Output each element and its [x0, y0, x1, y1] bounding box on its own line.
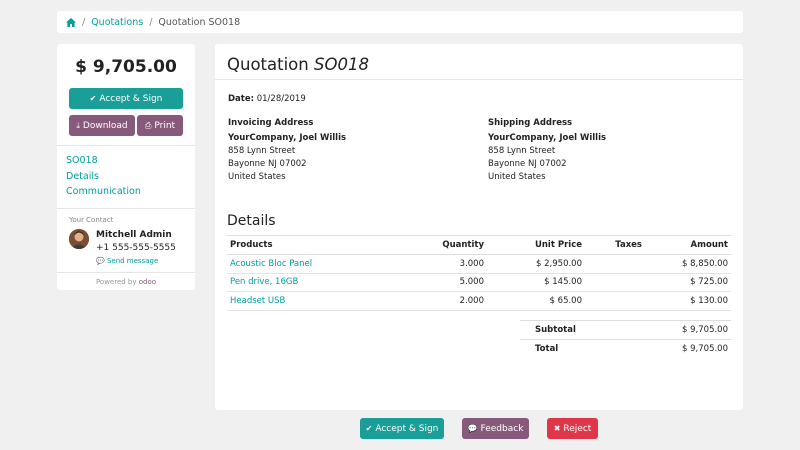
line-taxes [585, 273, 645, 292]
line-unit-price: $ 2,950.00 [487, 254, 585, 274]
line-unit-price: $ 65.00 [487, 291, 585, 311]
line-taxes [585, 291, 645, 311]
comment-icon: 💬 [467, 424, 478, 433]
table-row: Acoustic Bloc Panel 3.000 $ 2,950.00 $ 8… [227, 254, 731, 274]
shipping-name: YourCompany, Joel Willis [488, 133, 607, 143]
reject-label: Reject [563, 423, 592, 434]
col-products: Products [227, 235, 377, 255]
print-icon: ⎙ [144, 120, 152, 130]
footer-accept-sign-label: Accept & Sign [375, 423, 439, 434]
table-row: Pen drive, 16GB 5.000 $ 145.00 $ 725.00 [227, 273, 731, 292]
subtotal-value: $ 9,705.00 [682, 325, 728, 335]
totals: Subtotal $ 9,705.00 Total $ 9,705.00 [520, 320, 731, 358]
date-label: Date: [228, 94, 255, 104]
divider [215, 79, 743, 80]
shipping-address-heading: Shipping Address [488, 118, 573, 128]
shipping-street: 858 Lynn Street [488, 146, 556, 156]
subtotal-label: Subtotal [535, 325, 576, 335]
shipping-country: United States [488, 172, 546, 182]
reject-button[interactable]: ✖ Reject [547, 418, 598, 439]
line-quantity: 3.000 [377, 254, 487, 274]
page-title-ref: SO018 [313, 55, 369, 74]
line-product[interactable]: Acoustic Bloc Panel [227, 254, 377, 274]
col-quantity: Quantity [377, 235, 487, 255]
sidebar-item-so018[interactable]: SO018 [66, 155, 98, 166]
feedback-label: Feedback [480, 423, 524, 434]
breadcrumb: / Quotations / Quotation SO018 [57, 11, 743, 33]
line-unit-price: $ 145.00 [487, 273, 585, 292]
download-icon: ⤓ [76, 120, 80, 130]
sidebar-nav: SO018 Details Communication [66, 155, 141, 202]
comment-icon: 💬 [96, 257, 105, 265]
breadcrumb-separator: / [149, 16, 153, 28]
check-icon: ✔ [365, 424, 373, 433]
footer-accept-sign-button[interactable]: ✔ Accept & Sign [360, 418, 444, 439]
avatar [69, 229, 89, 249]
powered-by-label: Powered by [95, 278, 137, 286]
sidebar-accept-sign-button[interactable]: ✔ Accept & Sign [69, 88, 183, 109]
table-header-row: Products Quantity Unit Price Taxes Amoun… [227, 235, 731, 255]
send-message-label: Send message [106, 257, 159, 265]
sidebar-item-communication[interactable]: Communication [66, 186, 141, 197]
quotation-date: Date: 01/28/2019 [228, 94, 306, 104]
col-taxes: Taxes [585, 235, 645, 255]
breadcrumb-quotations-link[interactable]: Quotations [91, 16, 144, 28]
check-icon: ✔ [89, 94, 97, 103]
contact-phone: +1 555-555-5555 [96, 243, 176, 253]
line-product[interactable]: Pen drive, 16GB [227, 273, 377, 292]
page-title: Quotation SO018 [227, 55, 369, 74]
invoicing-name: YourCompany, Joel Willis [228, 133, 347, 143]
line-taxes [585, 254, 645, 274]
subtotal-row: Subtotal $ 9,705.00 [520, 320, 731, 339]
sidebar-accept-sign-label: Accept & Sign [99, 93, 163, 104]
divider [57, 208, 195, 209]
shipping-city: Bayonne NJ 07002 [488, 159, 567, 169]
divider [57, 145, 195, 146]
col-amount: Amount [645, 235, 731, 255]
invoicing-address: Invoicing Address YourCompany, Joel Will… [228, 117, 346, 184]
invoicing-country: United States [228, 172, 286, 182]
shipping-address: Shipping Address YourCompany, Joel Willi… [488, 117, 606, 184]
print-label: Print [154, 120, 176, 131]
line-quantity: 2.000 [377, 291, 487, 311]
sidebar-item-details[interactable]: Details [66, 170, 99, 182]
invoicing-street: 858 Lynn Street [228, 146, 296, 156]
print-button[interactable]: ⎙ Print [137, 115, 183, 136]
powered-by: Powered by odoo [57, 278, 195, 286]
breadcrumb-current: Quotation SO018 [158, 16, 241, 28]
col-unit-price: Unit Price [487, 235, 585, 255]
page-title-prefix: Quotation [227, 55, 309, 74]
line-product[interactable]: Headset USB [227, 291, 377, 311]
download-label: Download [82, 120, 128, 131]
breadcrumb-separator: / [82, 16, 86, 28]
date-value: 01/28/2019 [256, 94, 306, 104]
contact-label: Your Contact [69, 216, 114, 224]
sidebar: $ 9,705.00 ✔ Accept & Sign ⤓ Download ⎙ … [57, 44, 195, 290]
download-button[interactable]: ⤓ Download [69, 115, 135, 136]
total-value: $ 9,705.00 [682, 344, 728, 354]
invoicing-address-heading: Invoicing Address [228, 118, 314, 128]
feedback-button[interactable]: 💬 Feedback [462, 418, 529, 439]
total-amount: $ 9,705.00 [75, 57, 177, 77]
total-row: Total $ 9,705.00 [520, 339, 731, 358]
divider [57, 272, 195, 273]
line-amount: $ 725.00 [645, 273, 731, 292]
line-amount: $ 8,850.00 [645, 254, 731, 274]
close-icon: ✖ [553, 424, 561, 433]
home-icon[interactable] [66, 17, 76, 27]
send-message-link[interactable]: 💬 Send message [96, 257, 158, 265]
line-amount: $ 130.00 [645, 291, 731, 311]
table-row: Headset USB 2.000 $ 65.00 $ 130.00 [227, 291, 731, 311]
odoo-logo[interactable]: odoo [138, 278, 157, 286]
details-heading: Details [227, 213, 276, 229]
quotation-panel: Quotation SO018 Date: 01/28/2019 Invoici… [215, 44, 743, 410]
order-lines-table: Products Quantity Unit Price Taxes Amoun… [227, 235, 731, 311]
line-quantity: 5.000 [377, 273, 487, 292]
contact-name: Mitchell Admin [96, 230, 172, 240]
total-label: Total [535, 344, 559, 354]
invoicing-city: Bayonne NJ 07002 [228, 159, 307, 169]
